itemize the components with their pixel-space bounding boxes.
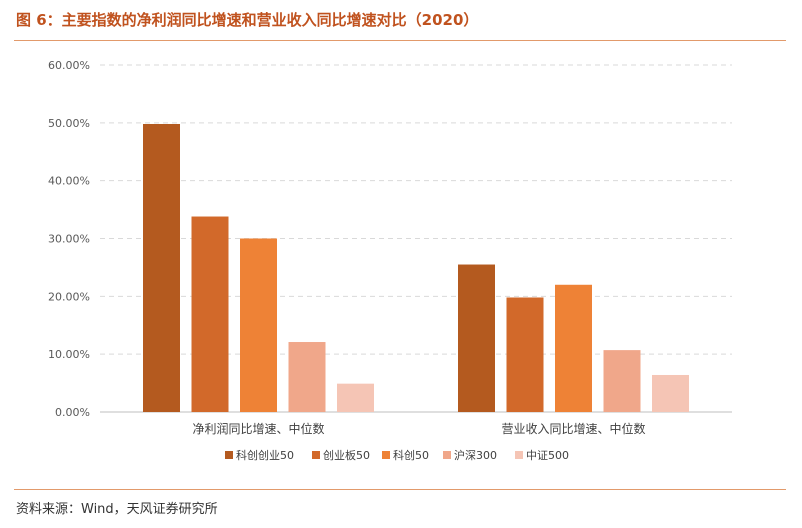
y-tick-label: 20.00% bbox=[48, 290, 90, 303]
bar bbox=[506, 297, 544, 412]
legend-swatch bbox=[312, 451, 320, 459]
bar bbox=[143, 123, 180, 413]
bar bbox=[555, 284, 592, 412]
bars bbox=[143, 123, 689, 413]
title-divider bbox=[14, 40, 786, 41]
legend-label: 沪深300 bbox=[454, 448, 497, 462]
bar-chart: 0.00% 10.00% 20.00% 30.00% 40.00% 50.00% 60.00… bbox=[48, 59, 732, 462]
bar bbox=[458, 264, 495, 412]
source-divider bbox=[14, 489, 786, 490]
source-note: 资料来源：Wind，天风证券研究所 bbox=[16, 502, 218, 517]
y-tick-label: 40.00% bbox=[48, 175, 90, 188]
y-axis-tick-labels: 0.00% 10.00% 20.00% 30.00% 40.00% 50.00% 60.00… bbox=[48, 59, 90, 419]
legend-label: 中证500 bbox=[526, 449, 569, 462]
legend-swatch bbox=[443, 451, 451, 459]
legend-swatch bbox=[225, 451, 233, 459]
x-category-label: 营业收入同比增速、中位数 bbox=[501, 421, 645, 436]
bar bbox=[337, 383, 374, 412]
legend: 科创创业50 创业板50 科创50 沪深300 中证500 bbox=[225, 448, 569, 462]
legend-swatch bbox=[382, 451, 390, 459]
bar bbox=[603, 350, 641, 412]
legend-label: 科创创业50 bbox=[236, 448, 294, 462]
x-axis-category-labels: 净利润同比增速、中位数 营业收入同比增速、中位数 bbox=[192, 421, 645, 436]
x-category-label: 净利润同比增速、中位数 bbox=[192, 421, 324, 436]
legend-label: 创业板50 bbox=[323, 448, 370, 462]
bar bbox=[240, 238, 277, 412]
y-tick-label: 10.00% bbox=[48, 348, 90, 361]
y-tick-label: 0.00% bbox=[55, 406, 90, 419]
legend-label: 科创50 bbox=[393, 448, 429, 462]
y-tick-label: 50.00% bbox=[48, 117, 90, 130]
bar bbox=[288, 342, 326, 412]
y-tick-label: 30.00% bbox=[48, 233, 90, 246]
bar bbox=[191, 216, 229, 412]
y-tick-label: 60.00% bbox=[48, 59, 90, 72]
figure-title: 图 6：主要指数的净利润同比增速和营业收入同比增速对比（2020） bbox=[16, 11, 479, 29]
bar bbox=[652, 374, 689, 412]
legend-swatch bbox=[515, 451, 523, 459]
